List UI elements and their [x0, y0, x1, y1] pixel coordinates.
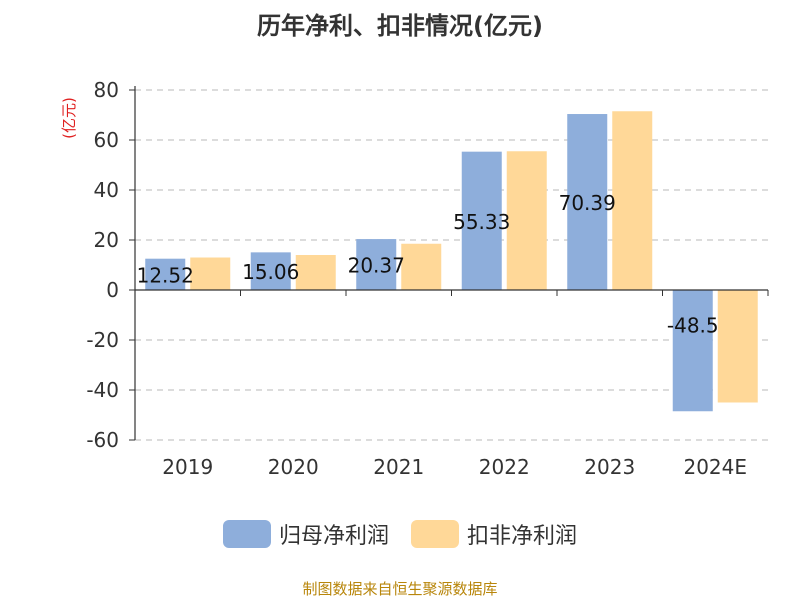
- legend-swatch-deducted-profit: [411, 520, 459, 548]
- bar-deducted-profit: [717, 290, 758, 403]
- bar-net-profit: [356, 239, 397, 290]
- y-axis-label: (亿元): [60, 97, 78, 139]
- x-tick-label: 2024E: [683, 455, 747, 479]
- data-label: 12.52: [137, 263, 194, 287]
- y-tick-label: -40: [86, 378, 119, 402]
- x-tick-label: 2022: [479, 455, 530, 479]
- bar-deducted-profit: [612, 111, 653, 290]
- chart-title: 历年净利、扣非情况(亿元): [257, 12, 543, 40]
- bar-net-profit: [461, 151, 502, 290]
- bar-deducted-profit: [190, 257, 231, 290]
- bar-deducted-profit: [401, 243, 442, 290]
- y-tick-label: 0: [106, 278, 119, 302]
- bar-deducted-profit: [506, 151, 547, 290]
- bar-net-profit: [567, 114, 608, 291]
- y-tick-label: 20: [94, 228, 119, 252]
- data-label: 15.06: [242, 260, 299, 284]
- y-tick-label: -60: [86, 428, 119, 452]
- x-tick-label: 2019: [162, 455, 213, 479]
- x-tick-label: 2021: [373, 455, 424, 479]
- data-label: 20.37: [348, 254, 405, 278]
- x-tick-label: 2020: [268, 455, 319, 479]
- bar-deducted-profit: [295, 255, 336, 290]
- legend-label-deducted-profit: 扣非净利润: [467, 524, 578, 549]
- y-tick-label: -20: [86, 328, 119, 352]
- bar-net-profit: [250, 252, 291, 290]
- data-label: 55.33: [453, 210, 510, 234]
- legend-item-net-profit[interactable]: 归母净利润: [222, 518, 389, 550]
- source-note: 制图数据来自恒生聚源数据库: [302, 580, 498, 598]
- y-tick-label: 80: [94, 78, 119, 102]
- bar-net-profit: [145, 258, 186, 290]
- y-tick-label: 40: [94, 178, 119, 202]
- legend-label-net-profit: 归母净利润: [278, 524, 389, 549]
- bar-net-profit: [672, 290, 713, 412]
- y-tick-label: 60: [94, 128, 119, 152]
- data-label: -48.5: [667, 314, 719, 338]
- legend: 归母净利润 扣非净利润: [0, 518, 800, 550]
- data-label: 70.39: [559, 191, 616, 215]
- legend-item-deducted-profit[interactable]: 扣非净利润: [411, 518, 577, 550]
- x-tick-label: 2023: [584, 455, 635, 479]
- legend-swatch-net-profit: [222, 520, 271, 548]
